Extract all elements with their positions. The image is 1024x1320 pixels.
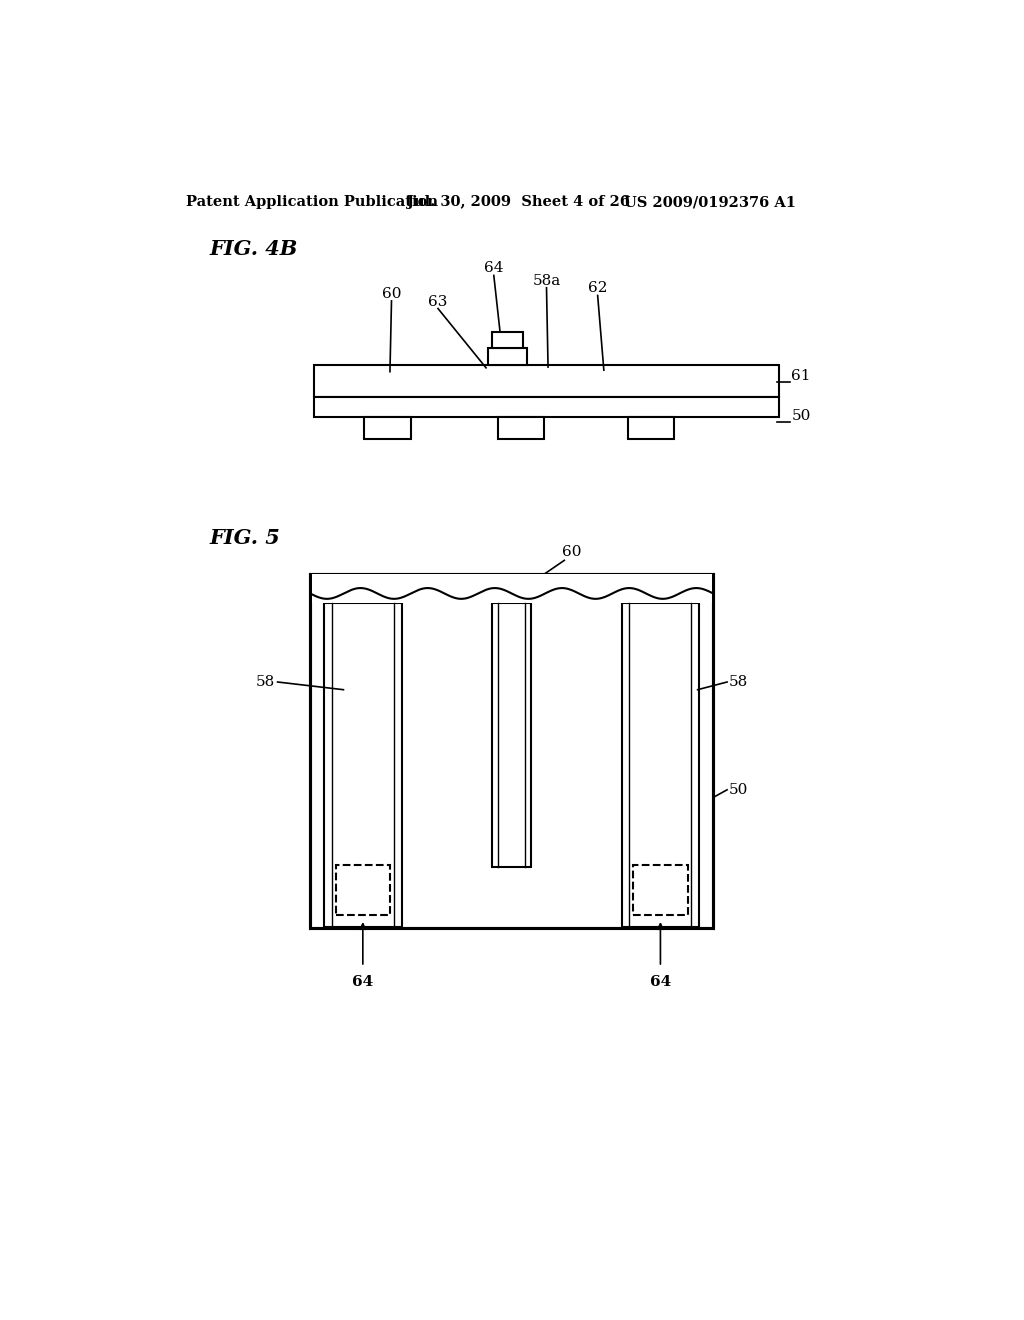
Bar <box>493 333 523 348</box>
Bar <box>310 574 713 928</box>
Bar <box>633 866 687 915</box>
Bar <box>493 603 531 867</box>
Text: 64: 64 <box>650 974 671 989</box>
Text: 60: 60 <box>382 286 401 301</box>
Bar <box>314 364 779 397</box>
Bar <box>622 603 699 927</box>
Text: FIG. 5: FIG. 5 <box>209 528 281 548</box>
Text: FIG. 4B: FIG. 4B <box>209 239 298 259</box>
Text: 62: 62 <box>588 281 607 296</box>
Bar <box>488 348 527 364</box>
Text: 64: 64 <box>484 261 504 276</box>
Text: 58: 58 <box>729 675 748 689</box>
Bar <box>314 397 779 417</box>
Text: US 2009/0192376 A1: US 2009/0192376 A1 <box>624 195 796 210</box>
Text: Jul. 30, 2009  Sheet 4 of 26: Jul. 30, 2009 Sheet 4 of 26 <box>407 195 630 210</box>
Text: 50: 50 <box>729 783 748 797</box>
Bar <box>336 866 390 915</box>
Bar <box>324 603 401 927</box>
Text: 64: 64 <box>352 974 374 989</box>
Text: 61: 61 <box>792 370 811 383</box>
Text: 63: 63 <box>428 294 447 309</box>
Bar <box>365 417 411 438</box>
Text: 60: 60 <box>562 545 582 558</box>
Text: 50: 50 <box>792 409 811 424</box>
Bar <box>311 574 712 603</box>
Bar <box>628 417 675 438</box>
Text: 58a: 58a <box>532 273 560 288</box>
Text: Patent Application Publication: Patent Application Publication <box>186 195 438 210</box>
Text: 58: 58 <box>256 675 275 689</box>
Bar <box>498 417 544 438</box>
